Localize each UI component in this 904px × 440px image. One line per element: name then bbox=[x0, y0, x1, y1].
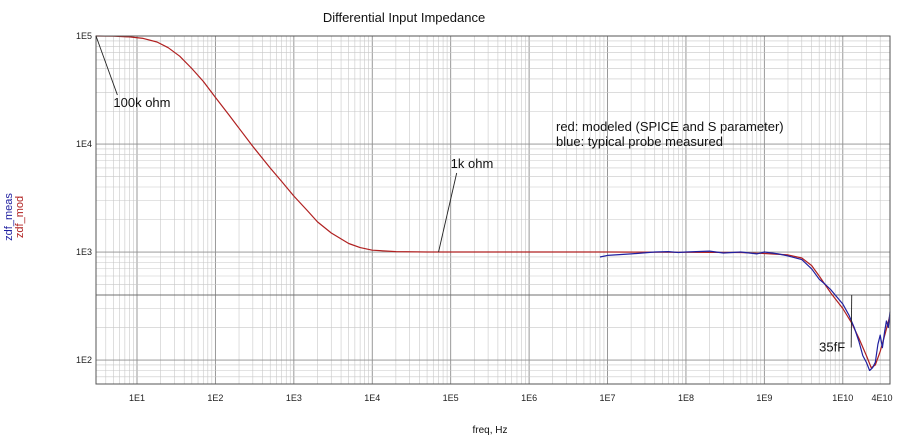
y-tick-label: 1E2 bbox=[76, 355, 92, 365]
y-axis-labels: zdf_meas zdf_mod bbox=[3, 193, 26, 241]
x-tick-labels: 1E1 1E2 1E3 1E4 1E5 1E6 1E7 1E8 1E9 1E10 4E10 bbox=[129, 393, 893, 403]
y-tick-labels: 1E2 1E3 1E4 1E5 bbox=[76, 31, 92, 365]
annotations: 100k ohm 1k ohm 35fF bbox=[95, 35, 853, 354]
x-axis-label: freq, Hz bbox=[472, 425, 507, 436]
x-tick-label: 1E1 bbox=[129, 393, 145, 403]
annotation-label: 1k ohm bbox=[451, 156, 494, 171]
plot-grid bbox=[95, 35, 891, 385]
x-tick-label: 1E8 bbox=[678, 393, 694, 403]
annotation-label: 35fF bbox=[819, 339, 845, 354]
annotation-label: 100k ohm bbox=[113, 95, 170, 110]
annotation-leader-line bbox=[95, 35, 118, 96]
x-tick-label: 4E10 bbox=[871, 393, 892, 403]
y-label-zdf-meas: zdf_meas bbox=[3, 193, 15, 241]
x-tick-label: 1E9 bbox=[756, 393, 772, 403]
chart-title: Differential Input Impedance bbox=[323, 10, 485, 25]
legend-text: red: modeled (SPICE and S parameter) blu… bbox=[556, 119, 784, 149]
plot-frame bbox=[95, 35, 891, 385]
legend-line-modeled: red: modeled (SPICE and S parameter) bbox=[556, 119, 784, 134]
x-tick-label: 1E2 bbox=[207, 393, 223, 403]
y-tick-label: 1E3 bbox=[76, 247, 92, 257]
x-tick-label: 1E4 bbox=[364, 393, 380, 403]
legend-line-measured: blue: typical probe measured bbox=[556, 134, 723, 149]
y-tick-label: 1E4 bbox=[76, 139, 92, 149]
x-tick-label: 1E10 bbox=[832, 393, 853, 403]
x-tick-label: 1E7 bbox=[600, 393, 616, 403]
x-tick-label: 1E3 bbox=[286, 393, 302, 403]
series-line-zdf-meas bbox=[599, 250, 891, 372]
x-tick-label: 1E5 bbox=[443, 393, 459, 403]
x-tick-label: 1E6 bbox=[521, 393, 537, 403]
y-tick-label: 1E5 bbox=[76, 31, 92, 41]
annotation-leader-line bbox=[850, 295, 853, 348]
y-label-zdf-mod: zdf_mod bbox=[14, 196, 26, 238]
annotation-leader-line bbox=[438, 172, 458, 253]
